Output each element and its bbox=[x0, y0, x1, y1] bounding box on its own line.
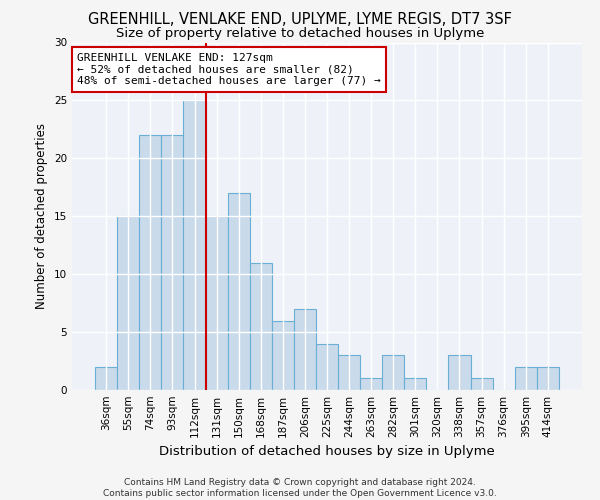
Y-axis label: Number of detached properties: Number of detached properties bbox=[35, 123, 49, 309]
Bar bbox=[294, 309, 316, 390]
Bar bbox=[184, 100, 206, 390]
Bar bbox=[95, 367, 117, 390]
Text: GREENHILL VENLAKE END: 127sqm
← 52% of detached houses are smaller (82)
48% of s: GREENHILL VENLAKE END: 127sqm ← 52% of d… bbox=[77, 53, 381, 86]
Bar bbox=[139, 135, 161, 390]
Bar bbox=[537, 367, 559, 390]
Bar bbox=[382, 355, 404, 390]
Bar bbox=[161, 135, 184, 390]
Bar bbox=[360, 378, 382, 390]
Bar bbox=[272, 320, 294, 390]
Bar bbox=[316, 344, 338, 390]
Bar bbox=[448, 355, 470, 390]
Bar bbox=[404, 378, 427, 390]
Bar bbox=[117, 216, 139, 390]
Text: GREENHILL, VENLAKE END, UPLYME, LYME REGIS, DT7 3SF: GREENHILL, VENLAKE END, UPLYME, LYME REG… bbox=[88, 12, 512, 28]
Bar bbox=[515, 367, 537, 390]
Bar bbox=[338, 355, 360, 390]
X-axis label: Distribution of detached houses by size in Uplyme: Distribution of detached houses by size … bbox=[159, 446, 495, 458]
Text: Contains HM Land Registry data © Crown copyright and database right 2024.
Contai: Contains HM Land Registry data © Crown c… bbox=[103, 478, 497, 498]
Text: Size of property relative to detached houses in Uplyme: Size of property relative to detached ho… bbox=[116, 28, 484, 40]
Bar bbox=[227, 193, 250, 390]
Bar bbox=[470, 378, 493, 390]
Bar bbox=[250, 262, 272, 390]
Bar bbox=[206, 216, 227, 390]
